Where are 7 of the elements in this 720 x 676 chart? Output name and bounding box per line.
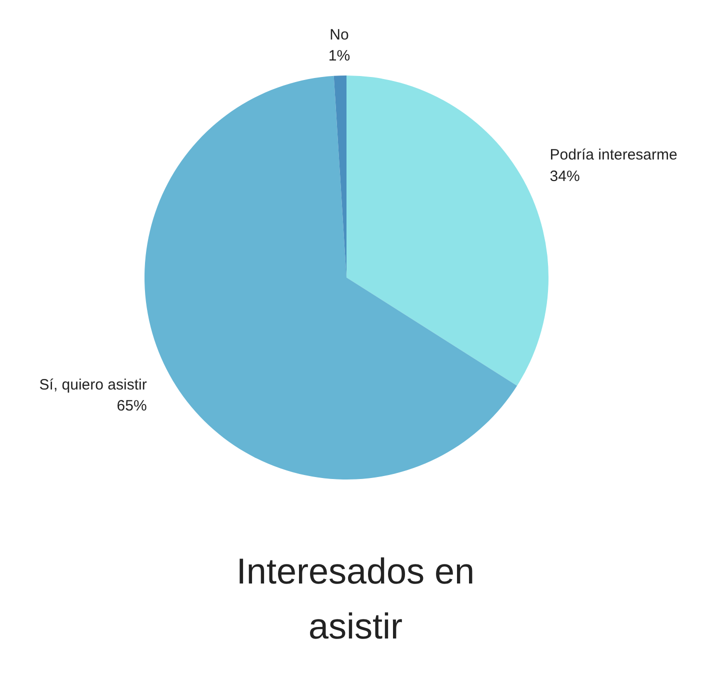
text: Interesados en asistir (236, 550, 475, 647)
data-label: 65% (116, 398, 147, 415)
slice-label: Sí, quiero asistir (39, 376, 147, 394)
data-label: 1% (328, 48, 350, 65)
data-label: 34% (550, 168, 580, 185)
slice-label: Podría interesarme (550, 146, 678, 164)
slice-label: No (330, 26, 349, 44)
